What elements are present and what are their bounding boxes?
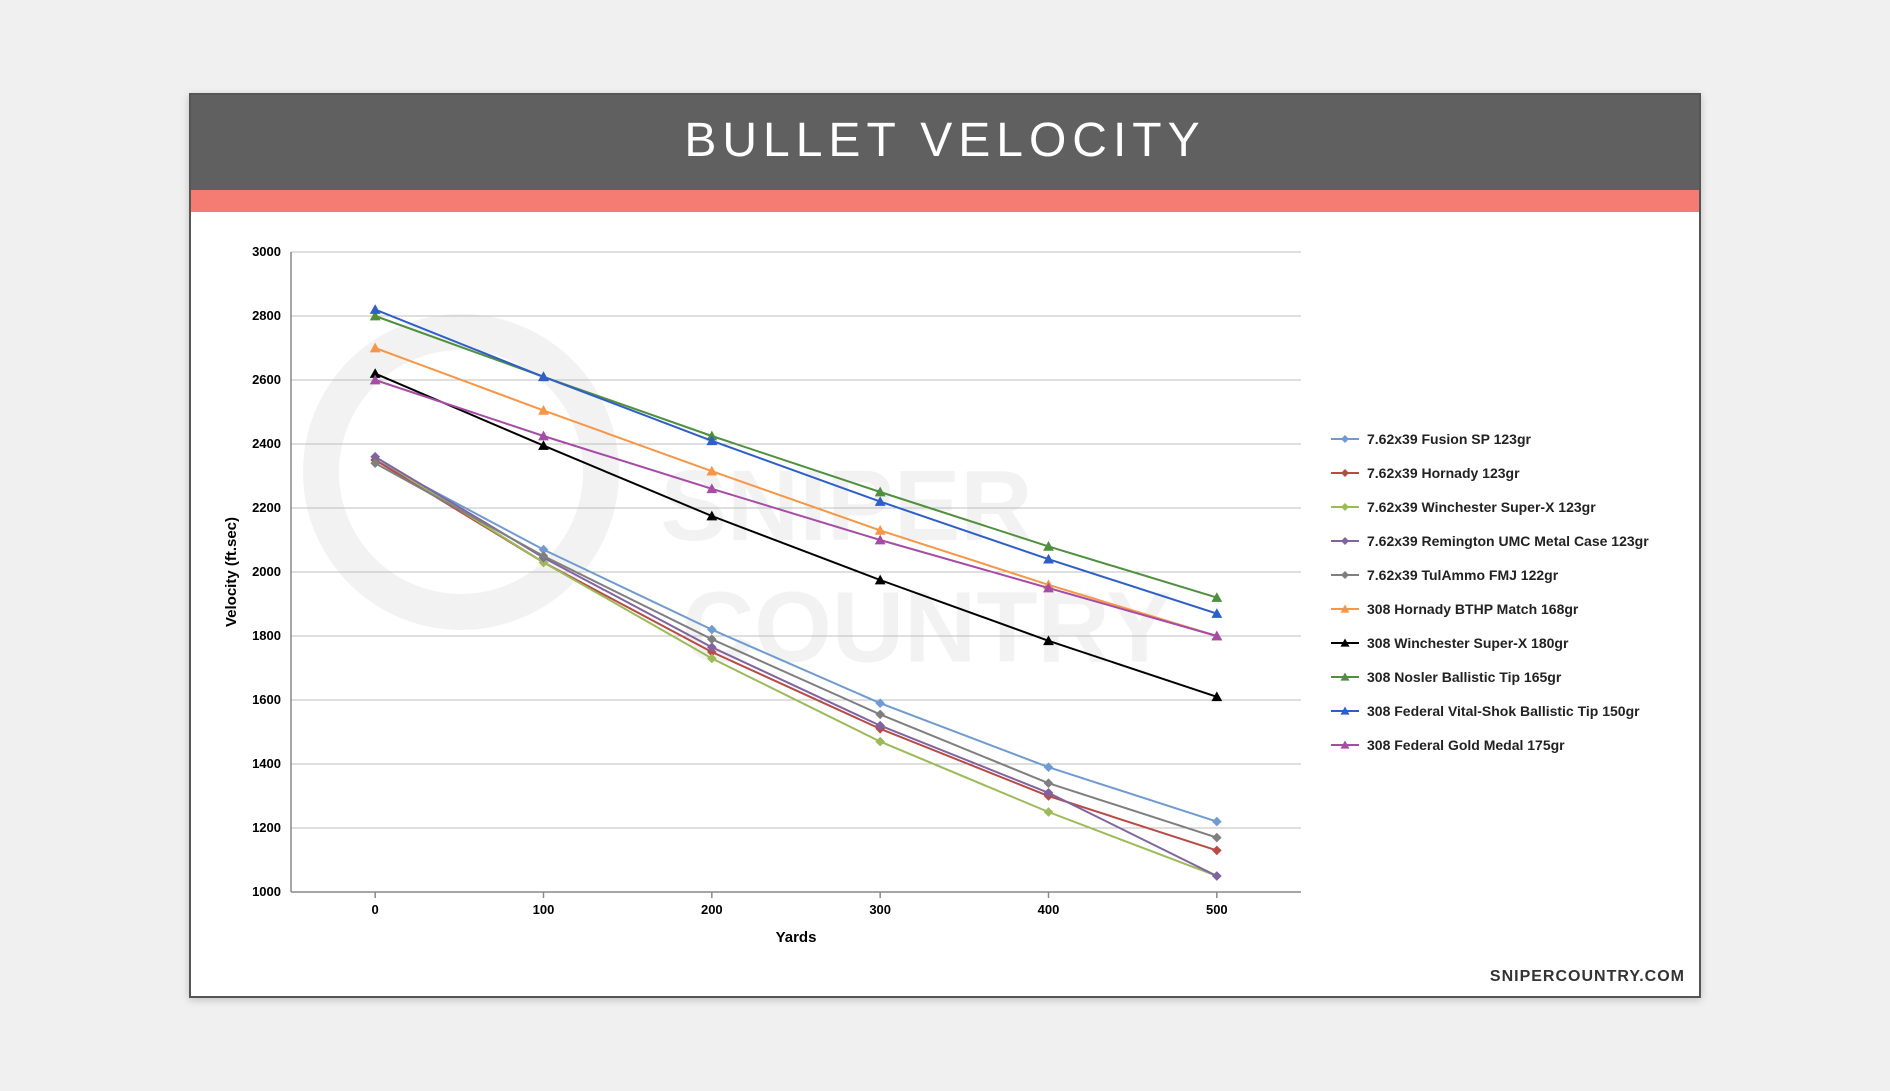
legend-swatch	[1331, 710, 1359, 712]
legend-item: 308 Nosler Ballistic Tip 165gr	[1331, 669, 1649, 685]
line-chart-svg: SNIPERCOUNTRY100012001400160018002000220…	[211, 232, 1311, 952]
chart-card: BULLET VELOCITY SNIPERCOUNTRY10001200140…	[189, 93, 1701, 998]
legend-swatch	[1331, 438, 1359, 440]
svg-text:2600: 2600	[252, 372, 281, 387]
svg-text:Velocity (ft.sec): Velocity (ft.sec)	[223, 517, 240, 627]
legend-label: 308 Federal Vital-Shok Ballistic Tip 150…	[1367, 703, 1640, 719]
legend-swatch	[1331, 506, 1359, 508]
legend-item: 7.62x39 Winchester Super-X 123gr	[1331, 499, 1649, 515]
legend-swatch	[1331, 642, 1359, 644]
svg-text:1600: 1600	[252, 692, 281, 707]
legend-item: 7.62x39 Fusion SP 123gr	[1331, 431, 1649, 447]
legend-item: 308 Hornady BTHP Match 168gr	[1331, 601, 1649, 617]
legend-label: 308 Winchester Super-X 180gr	[1367, 635, 1568, 651]
legend-label: 7.62x39 Winchester Super-X 123gr	[1367, 499, 1596, 515]
page-title: BULLET VELOCITY	[684, 114, 1205, 167]
svg-text:1400: 1400	[252, 756, 281, 771]
svg-text:2000: 2000	[252, 564, 281, 579]
svg-text:3000: 3000	[252, 244, 281, 259]
legend-swatch	[1331, 574, 1359, 576]
legend-item: 308 Federal Vital-Shok Ballistic Tip 150…	[1331, 703, 1649, 719]
legend-swatch	[1331, 608, 1359, 610]
legend-item: 7.62x39 Remington UMC Metal Case 123gr	[1331, 533, 1649, 549]
chart-area: SNIPERCOUNTRY100012001400160018002000220…	[211, 232, 1679, 952]
legend-label: 7.62x39 Fusion SP 123gr	[1367, 431, 1531, 447]
legend-label: 7.62x39 TulAmmo FMJ 122gr	[1367, 567, 1558, 583]
legend-label: 308 Federal Gold Medal 175gr	[1367, 737, 1565, 753]
plot-column: SNIPERCOUNTRY100012001400160018002000220…	[211, 232, 1311, 952]
legend: 7.62x39 Fusion SP 123gr 7.62x39 Hornady 1…	[1311, 232, 1649, 952]
svg-text:2400: 2400	[252, 436, 281, 451]
chart-container: SNIPERCOUNTRY100012001400160018002000220…	[191, 212, 1699, 962]
footer-text: SNIPERCOUNTRY.COM	[1490, 968, 1685, 985]
svg-text:2800: 2800	[252, 308, 281, 323]
svg-text:2200: 2200	[252, 500, 281, 515]
svg-text:0: 0	[372, 902, 379, 917]
legend-swatch	[1331, 540, 1359, 542]
accent-bar	[191, 190, 1699, 212]
legend-item: 308 Winchester Super-X 180gr	[1331, 635, 1649, 651]
svg-text:Yards: Yards	[776, 929, 817, 946]
svg-text:400: 400	[1038, 902, 1060, 917]
legend-item: 7.62x39 Hornady 123gr	[1331, 465, 1649, 481]
legend-swatch	[1331, 676, 1359, 678]
svg-text:1200: 1200	[252, 820, 281, 835]
svg-text:SNIPER: SNIPER	[660, 450, 1032, 562]
title-bar: BULLET VELOCITY	[191, 95, 1699, 190]
legend-label: 308 Nosler Ballistic Tip 165gr	[1367, 669, 1561, 685]
legend-swatch	[1331, 744, 1359, 746]
legend-label: 308 Hornady BTHP Match 168gr	[1367, 601, 1578, 617]
legend-label: 7.62x39 Hornady 123gr	[1367, 465, 1520, 481]
svg-text:200: 200	[701, 902, 723, 917]
footer-attribution: SNIPERCOUNTRY.COM	[191, 962, 1699, 996]
legend-item: 308 Federal Gold Medal 175gr	[1331, 737, 1649, 753]
legend-label: 7.62x39 Remington UMC Metal Case 123gr	[1367, 533, 1649, 549]
legend-item: 7.62x39 TulAmmo FMJ 122gr	[1331, 567, 1649, 583]
svg-text:100: 100	[533, 902, 555, 917]
legend-swatch	[1331, 472, 1359, 474]
svg-text:1000: 1000	[252, 884, 281, 899]
svg-text:500: 500	[1206, 902, 1228, 917]
svg-text:300: 300	[869, 902, 891, 917]
svg-text:1800: 1800	[252, 628, 281, 643]
